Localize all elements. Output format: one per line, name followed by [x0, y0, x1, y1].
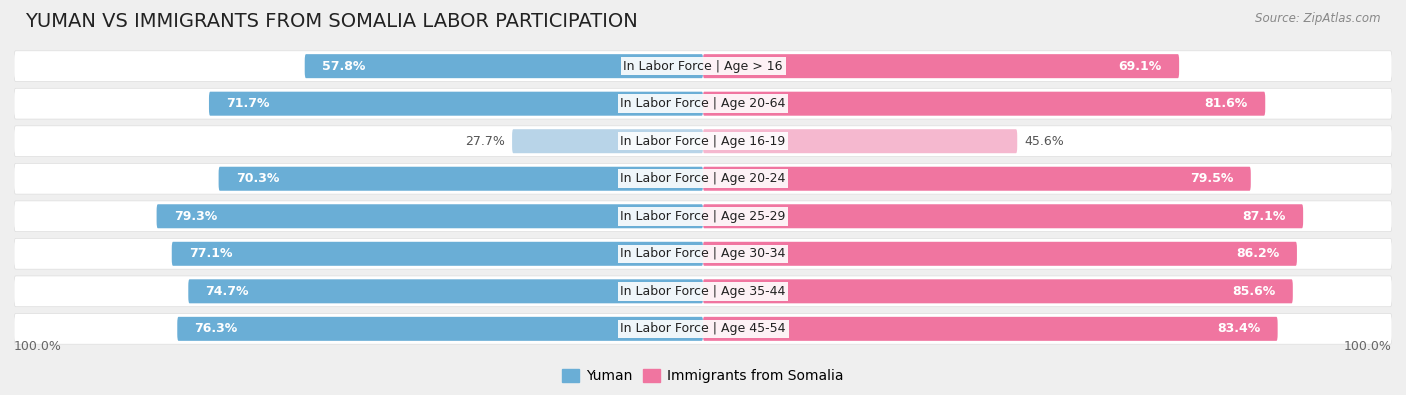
FancyBboxPatch shape — [703, 129, 1017, 153]
Text: 76.3%: 76.3% — [194, 322, 238, 335]
Text: 86.2%: 86.2% — [1236, 247, 1279, 260]
Text: In Labor Force | Age 35-44: In Labor Force | Age 35-44 — [620, 285, 786, 298]
Text: In Labor Force | Age 20-24: In Labor Force | Age 20-24 — [620, 172, 786, 185]
Text: 69.1%: 69.1% — [1119, 60, 1161, 73]
FancyBboxPatch shape — [172, 242, 703, 266]
FancyBboxPatch shape — [703, 204, 1303, 228]
Legend: Yuman, Immigrants from Somalia: Yuman, Immigrants from Somalia — [557, 363, 849, 389]
Text: Source: ZipAtlas.com: Source: ZipAtlas.com — [1256, 12, 1381, 25]
FancyBboxPatch shape — [218, 167, 703, 191]
FancyBboxPatch shape — [703, 242, 1296, 266]
Text: In Labor Force | Age 16-19: In Labor Force | Age 16-19 — [620, 135, 786, 148]
FancyBboxPatch shape — [14, 126, 1392, 156]
FancyBboxPatch shape — [512, 129, 703, 153]
FancyBboxPatch shape — [14, 239, 1392, 269]
FancyBboxPatch shape — [703, 317, 1278, 341]
Text: In Labor Force | Age 25-29: In Labor Force | Age 25-29 — [620, 210, 786, 223]
FancyBboxPatch shape — [14, 276, 1392, 307]
Text: In Labor Force | Age 45-54: In Labor Force | Age 45-54 — [620, 322, 786, 335]
FancyBboxPatch shape — [177, 317, 703, 341]
Text: 71.7%: 71.7% — [226, 97, 270, 110]
FancyBboxPatch shape — [305, 54, 703, 78]
Text: 83.4%: 83.4% — [1218, 322, 1260, 335]
Text: 79.5%: 79.5% — [1189, 172, 1233, 185]
Text: 57.8%: 57.8% — [322, 60, 366, 73]
Text: 100.0%: 100.0% — [14, 340, 62, 353]
FancyBboxPatch shape — [14, 88, 1392, 119]
Text: 77.1%: 77.1% — [188, 247, 232, 260]
Text: In Labor Force | Age 30-34: In Labor Force | Age 30-34 — [620, 247, 786, 260]
FancyBboxPatch shape — [703, 279, 1292, 303]
FancyBboxPatch shape — [156, 204, 703, 228]
FancyBboxPatch shape — [188, 279, 703, 303]
Text: 74.7%: 74.7% — [205, 285, 249, 298]
FancyBboxPatch shape — [14, 51, 1392, 81]
FancyBboxPatch shape — [703, 92, 1265, 116]
Text: 45.6%: 45.6% — [1024, 135, 1064, 148]
Text: 87.1%: 87.1% — [1243, 210, 1286, 223]
Text: 79.3%: 79.3% — [174, 210, 217, 223]
FancyBboxPatch shape — [703, 167, 1251, 191]
Text: 81.6%: 81.6% — [1205, 97, 1249, 110]
Text: In Labor Force | Age 20-64: In Labor Force | Age 20-64 — [620, 97, 786, 110]
Text: 70.3%: 70.3% — [236, 172, 280, 185]
Text: 100.0%: 100.0% — [1344, 340, 1392, 353]
Text: In Labor Force | Age > 16: In Labor Force | Age > 16 — [623, 60, 783, 73]
FancyBboxPatch shape — [209, 92, 703, 116]
FancyBboxPatch shape — [703, 54, 1180, 78]
FancyBboxPatch shape — [14, 201, 1392, 231]
Text: YUMAN VS IMMIGRANTS FROM SOMALIA LABOR PARTICIPATION: YUMAN VS IMMIGRANTS FROM SOMALIA LABOR P… — [25, 12, 638, 31]
FancyBboxPatch shape — [14, 314, 1392, 344]
Text: 85.6%: 85.6% — [1232, 285, 1275, 298]
FancyBboxPatch shape — [14, 164, 1392, 194]
Text: 27.7%: 27.7% — [465, 135, 505, 148]
